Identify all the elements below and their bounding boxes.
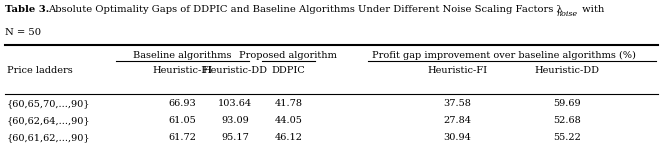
Text: 37.58: 37.58 — [444, 99, 471, 108]
Text: 59.69: 59.69 — [553, 99, 581, 108]
Text: 46.12: 46.12 — [274, 134, 302, 142]
Text: Heuristic-DD: Heuristic-DD — [534, 66, 599, 75]
Text: Heuristic-DD: Heuristic-DD — [203, 66, 268, 75]
Text: N = 50: N = 50 — [5, 28, 41, 38]
Text: 44.05: 44.05 — [274, 116, 302, 125]
Text: 41.78: 41.78 — [274, 99, 302, 108]
Text: Profit gap improvement over baseline algorithms (%): Profit gap improvement over baseline alg… — [372, 51, 636, 60]
Text: Absolute Optimality Gaps of DDPIC and Baseline Algorithms Under Different Noise : Absolute Optimality Gaps of DDPIC and Ba… — [48, 4, 563, 14]
Text: DDPIC: DDPIC — [272, 66, 305, 75]
Text: Table 3.: Table 3. — [5, 4, 50, 14]
Text: 30.94: 30.94 — [444, 134, 471, 142]
Text: {60,65,70,...,90}: {60,65,70,...,90} — [7, 99, 90, 108]
Text: 95.17: 95.17 — [221, 134, 249, 142]
Text: {60,62,64,...,90}: {60,62,64,...,90} — [7, 116, 90, 125]
Text: 103.64: 103.64 — [218, 99, 253, 108]
Text: Heuristic-FI: Heuristic-FI — [428, 66, 487, 75]
Text: Price ladders: Price ladders — [7, 66, 72, 75]
Text: Baseline algorithms: Baseline algorithms — [133, 51, 231, 60]
Text: 66.93: 66.93 — [168, 99, 196, 108]
Text: noise: noise — [556, 10, 577, 18]
Text: 55.22: 55.22 — [553, 134, 581, 142]
Text: 27.84: 27.84 — [444, 116, 471, 125]
Text: 61.05: 61.05 — [168, 116, 196, 125]
Text: 93.09: 93.09 — [221, 116, 249, 125]
Text: with: with — [579, 4, 604, 14]
Text: {60,61,62,...,90}: {60,61,62,...,90} — [7, 134, 90, 142]
Text: Heuristic-FI: Heuristic-FI — [152, 66, 212, 75]
Text: 52.68: 52.68 — [553, 116, 581, 125]
Text: 61.72: 61.72 — [168, 134, 196, 142]
Text: Proposed algorithm: Proposed algorithm — [239, 51, 337, 60]
